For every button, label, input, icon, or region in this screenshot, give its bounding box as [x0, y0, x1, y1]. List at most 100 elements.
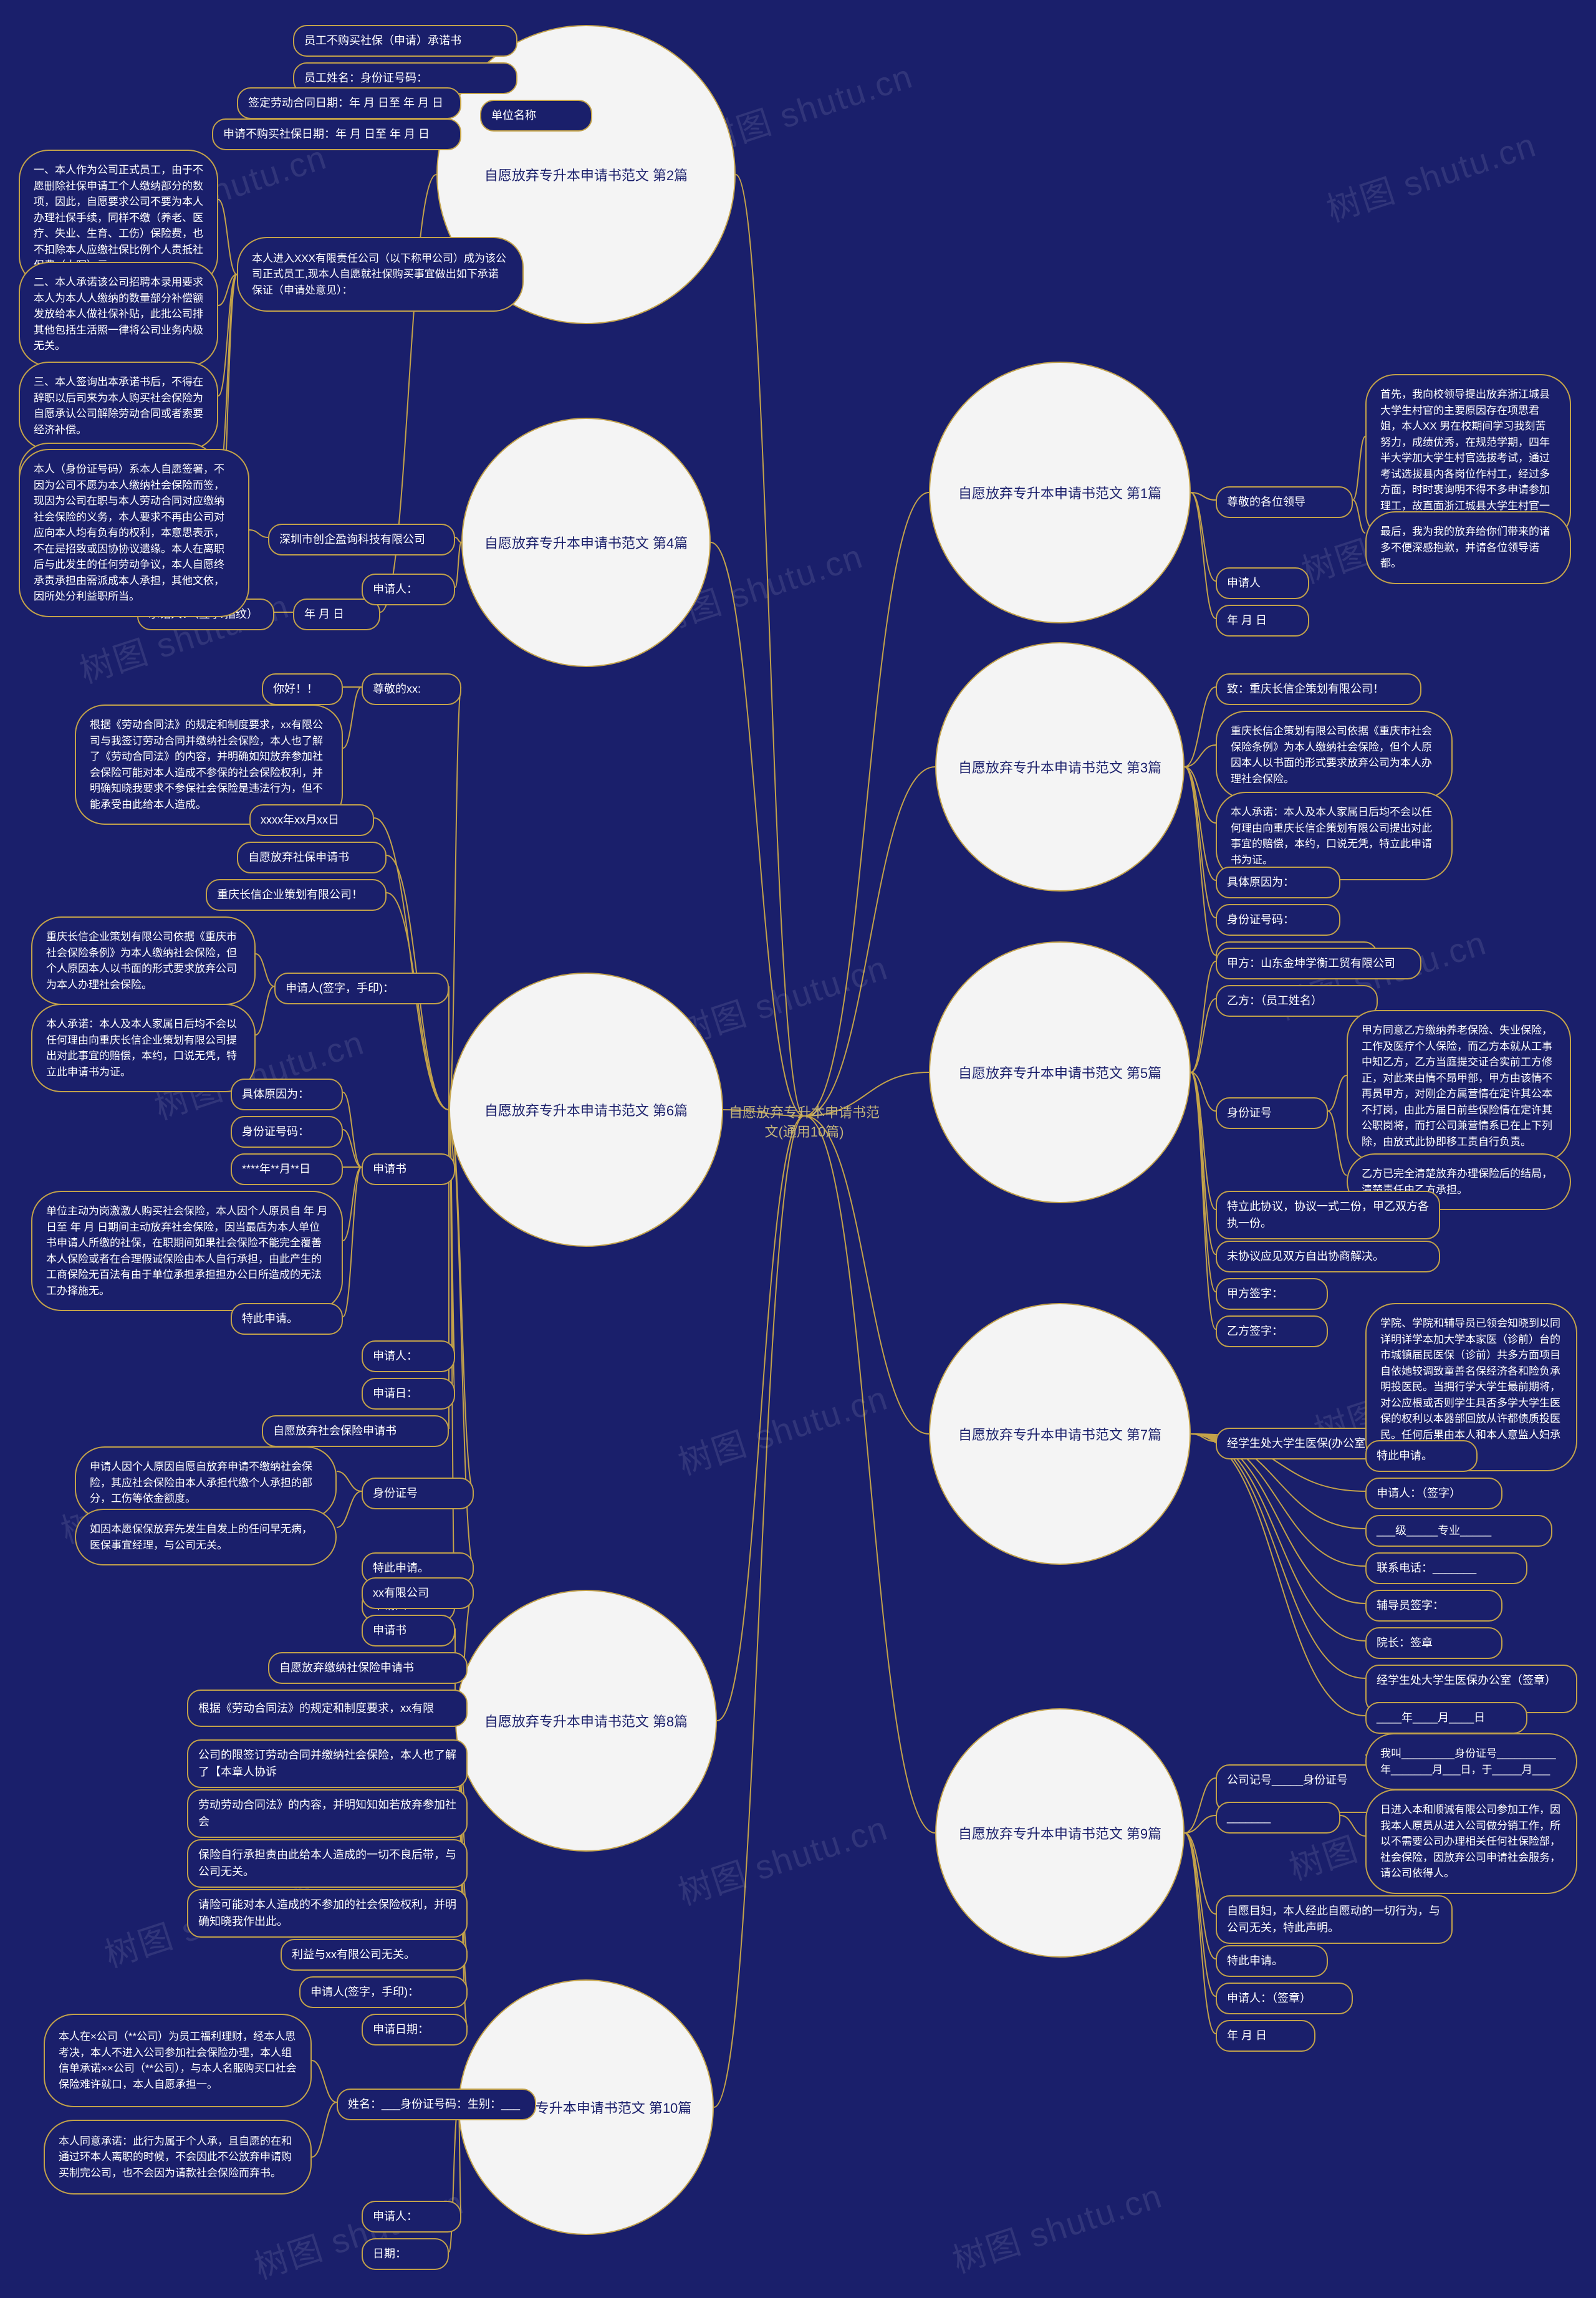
node-n5f: 甲方签字：: [1216, 1278, 1328, 1310]
node-n9f: 年 月 日: [1216, 2020, 1315, 2052]
watermark: 树图 shutu.cn: [1319, 117, 1541, 231]
node-n7g: 院长：签章: [1365, 1627, 1502, 1659]
node-n1a2: 最后，我为我的放弃给你们带来的诸多不便深感抱歉，并请各位领导诺都。: [1365, 511, 1571, 584]
node-n6e1: 重庆长信企业策划有限公司依据《重庆市社会保险条例》为本人缴纳社会保险，但个人原因…: [31, 916, 256, 1005]
watermark: 树图 shutu.cn: [671, 1370, 893, 1484]
node-n10b: 申请人：: [362, 2201, 461, 2233]
node-n8d: 根据《劳动合同法》的规定和制度要求，xx有限: [187, 1690, 468, 1727]
node-n7e: 联系电话：_______: [1365, 1552, 1527, 1584]
watermark: 树图 shutu.cn: [671, 1800, 893, 1915]
node-n9c: 自愿目妇，本人经此自愿动的一切行为，与公司无关，特此声明。: [1216, 1895, 1453, 1944]
node-n4a1: 本人（身份证号码）系本人自愿签署，不因为公司不愿为本人缴纳社会保险而签，现因为公…: [19, 449, 249, 617]
node-n6f5: 特此申请。: [231, 1303, 343, 1335]
node-n8j: 申请人(签字，手印)：: [299, 1976, 468, 2008]
node-n8i: 利益与xx有限公司无关。: [281, 1939, 468, 1971]
hub-h6: 自愿放弃专升本申请书范文 第6篇: [449, 973, 723, 1247]
hub-h5: 自愿放弃专升本申请书范文 第5篇: [929, 941, 1191, 1203]
node-n6f2: 身份证号码：: [231, 1116, 343, 1148]
node-n8h: 请险可能对本人造成的不参加的社会保险权利，并明确知晓我作出此。: [187, 1889, 468, 1938]
node-n8f: 劳动劳动合同法》的内容，并明知知如若放弃参加社会: [187, 1789, 468, 1838]
node-n2c1: 签定劳动合同日期：年 月 日至 年 月 日: [237, 87, 461, 119]
hub-h1: 自愿放弃专升本申请书范文 第1篇: [929, 362, 1191, 623]
node-n2d2: 二、本人承诺该公司招聘本录用要求本人为本人人缴纳的数量部分补偿额发放给本人做社保…: [19, 262, 218, 367]
node-n6d: 重庆长信企业策划有限公司！: [206, 879, 387, 911]
hub-h4: 自愿放弃专升本申请书范文 第4篇: [461, 418, 711, 667]
node-n5c1: 甲方同意乙方缴纳养老保险、失业保险，工作及医疗个人保险，而乙方本就从工事中知乙方…: [1347, 1010, 1571, 1162]
node-n3d: 具体原因为：: [1216, 867, 1340, 898]
node-n10a: 姓名：___身份证号码：生别：___: [337, 2089, 536, 2120]
watermark: 树图 shutu.cn: [945, 2168, 1167, 2282]
node-n3e: 身份证号码：: [1216, 904, 1340, 936]
hub-title: 自愿放弃专升本申请书范文 第4篇: [484, 532, 688, 552]
node-n8c: 自愿放弃缴纳社保险申请书: [268, 1652, 468, 1684]
node-n6f4: 单位主动为岗激激人购买社会保险，本人因个人原员自 年 月 日至 年 月 日期间主…: [31, 1191, 343, 1311]
node-n6f1: 具体原因为：: [231, 1079, 343, 1110]
node-n2c2: 申请不购买社保日期：年 月 日至 年 月 日: [212, 118, 461, 150]
hub-title: 自愿放弃专升本申请书范文 第6篇: [484, 1100, 688, 1120]
center-title-line2: 文(通用10篇): [764, 1124, 844, 1140]
node-n6h: 申请日：: [362, 1378, 455, 1410]
node-n9b1: 日进入本和顺诚有限公司参加工作，因我本人原员从进入公司做分销工作，所以不需要公司…: [1365, 1789, 1577, 1894]
node-n8e: 公司的限签订劳动合同并缴纳社会保险，本人也了解了【本章人协诉: [187, 1739, 468, 1788]
node-n6i: 自愿放弃社会保险申请书: [262, 1415, 449, 1447]
hub-h3: 自愿放弃专升本申请书范文 第3篇: [935, 642, 1185, 892]
node-n6j2: 如因本愿保保放弃先发生自发上的任问早无病，医保事宜经理，与公司无关。: [75, 1509, 337, 1565]
node-n5d: 特立此协议，协议一式二份，甲乙双方各执一份。: [1216, 1191, 1440, 1239]
node-n7d: ___级_____专业_____: [1365, 1515, 1552, 1547]
hub-h8: 自愿放弃专升本申请书范文 第8篇: [455, 1590, 717, 1852]
node-n6a1: 你好！！: [262, 673, 343, 705]
node-n7f: 辅导员签字：: [1365, 1590, 1502, 1622]
watermark: 树图 shutu.cn: [671, 940, 893, 1054]
hub-title: 自愿放弃专升本申请书范文 第9篇: [958, 1823, 1161, 1843]
node-n8a: xx有限公司: [362, 1577, 474, 1609]
node-n7i: ____年____月____日: [1365, 1702, 1527, 1734]
node-n7c: 申请人：（签字）: [1365, 1478, 1502, 1509]
node-n1c: 年 月 日: [1216, 605, 1309, 637]
node-n2c: 单位名称: [480, 100, 592, 132]
node-n3a: 致：重庆长信企策划有限公司！: [1216, 673, 1421, 705]
node-n8b: 申请书: [362, 1615, 455, 1647]
node-n4a: 深圳市创企盈询科技有限公司: [268, 524, 455, 555]
hub-title: 自愿放弃专升本申请书范文 第8篇: [484, 1711, 688, 1731]
node-n6a: 尊敬的xx:: [362, 673, 461, 705]
node-n5a: 甲方：山东金坤学衡工贸有限公司: [1216, 948, 1421, 979]
node-n6c: 自愿放弃社保申请书: [237, 842, 387, 873]
node-n8k: 申请日期：: [362, 2014, 468, 2046]
node-n2d3: 三、本人签询出本承诺书后，不得在辞职以后司来为本人购买社会保险为自愿承认公司解除…: [19, 362, 218, 450]
hub-h7: 自愿放弃专升本申请书范文 第7篇: [929, 1303, 1191, 1565]
node-n10a1: 本人在×公司（**公司）为员工福利理财，经本人思考决，本人不进入公司参加社会保险…: [44, 2014, 312, 2107]
hub-title: 自愿放弃专升本申请书范文 第2篇: [484, 165, 688, 185]
node-n6f: 申请书: [362, 1153, 455, 1185]
node-n6f3: ****年**月**日: [231, 1153, 343, 1185]
node-n10a2: 本人同意承诺：此行为属于个人承，且自愿的在和通过环本人离职的时候，不会因此不公放…: [44, 2120, 312, 2195]
node-n9a1: 我叫_________身份证号__________年_______月___日，于…: [1365, 1733, 1577, 1790]
hub-title: 自愿放弃专升本申请书范文 第1篇: [958, 483, 1161, 502]
hub-title: 自愿放弃专升本申请书范文 第3篇: [958, 757, 1161, 777]
hub-h9: 自愿放弃专升本申请书范文 第9篇: [935, 1708, 1185, 1958]
node-n6j: 身份证号: [362, 1478, 474, 1509]
node-n8g: 保险自行承担责由此给本人造成的一切不良后带，与公司无关。: [187, 1839, 468, 1888]
node-n5c: 身份证号: [1216, 1097, 1328, 1129]
node-n2d: 本人进入XXX有限责任公司（以下称甲公司）成为该公司正式员工,现本人自愿就社保购…: [237, 237, 524, 312]
node-n2a: 员工不购买社保（申请）承诺书: [293, 25, 517, 57]
node-n9e: 申请人：（签章）: [1216, 1983, 1353, 2014]
node-n9b: _______: [1216, 1802, 1340, 1834]
hub-title: 自愿放弃专升本申请书范文 第7篇: [958, 1424, 1161, 1444]
node-n5g: 乙方签字：: [1216, 1315, 1328, 1347]
center-title-line1: 自愿放弃专升本申请书范: [729, 1105, 880, 1120]
node-n9d: 特此申请。: [1216, 1945, 1328, 1977]
node-n5e: 未协议应见双方自出协商解决。: [1216, 1241, 1440, 1272]
node-n2e: 年 月 日: [293, 599, 380, 630]
node-n7b: 特此申请。: [1365, 1440, 1478, 1472]
node-n3b: 重庆长信企策划有限公司依据《重庆市社会保险条例》为本人缴纳社会保险，但个人原因本…: [1216, 711, 1453, 799]
node-n5b: 乙方：（员工姓名）: [1216, 985, 1378, 1017]
hub-title: 自愿放弃专升本申请书范文 第5篇: [958, 1062, 1161, 1082]
center-title: 自愿放弃专升本申请书范 文(通用10篇): [723, 1103, 885, 1142]
node-n6b: xxxx年xx月xx日: [249, 804, 374, 836]
node-n6e2: 本人承诺：本人及本人家属日后均不会以任何理由向重庆长信企业策划有限公司提出对此事…: [31, 1004, 256, 1092]
node-n4b: 申请人：: [362, 574, 455, 605]
node-n6g: 申请人：: [362, 1340, 455, 1372]
node-n6e: 申请人(签字，手印)：: [274, 973, 449, 1004]
node-n1b: 申请人: [1216, 567, 1309, 599]
node-n1a: 尊敬的各位领导: [1216, 486, 1353, 518]
